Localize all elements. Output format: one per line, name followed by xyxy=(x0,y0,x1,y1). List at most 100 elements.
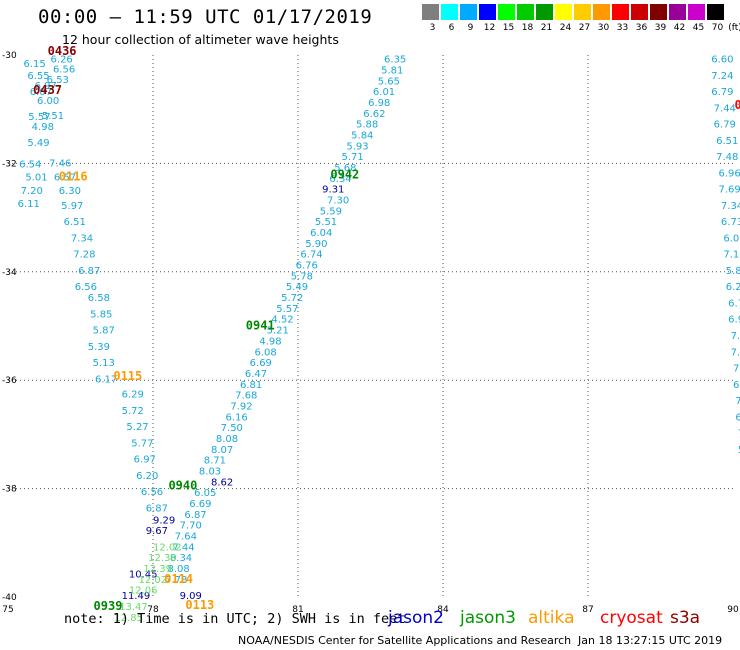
wave-height-value: 7.78 xyxy=(165,575,187,586)
wave-height-value: 5.78 xyxy=(291,271,313,282)
legend-swatch xyxy=(536,4,553,20)
wave-height-value: 7.10 xyxy=(723,250,740,261)
wave-height-value: 11.49 xyxy=(122,591,151,602)
legend-level-label: 24 xyxy=(559,23,572,33)
wave-height-value: 6.01 xyxy=(373,87,395,98)
wave-height-value: 12.02 xyxy=(139,575,168,586)
wave-height-value: 6.07 xyxy=(723,233,740,244)
wave-height-value: 7.24 xyxy=(711,71,733,82)
wave-height-value: 5.27 xyxy=(126,422,148,433)
wave-height-value: 5.21 xyxy=(267,326,289,337)
wave-height-value: 9.29 xyxy=(153,515,175,526)
wave-height-value: 7.30 xyxy=(327,196,349,207)
wave-height-value: 12.39 xyxy=(143,564,172,575)
pass-time-label: 0436 xyxy=(48,44,77,58)
legend-swatch xyxy=(498,4,515,20)
lon-tick-label: 81 xyxy=(292,605,303,615)
legend-swatch xyxy=(479,4,496,20)
legend-level-label: 45 xyxy=(692,23,705,33)
wave-height-value: 5.39 xyxy=(88,342,110,353)
legend-unit-label: (ft) xyxy=(728,23,740,33)
wave-height-value: 8.07 xyxy=(211,445,233,456)
wave-height-value: 12.30 xyxy=(148,553,177,564)
wave-height-value: 6.20 xyxy=(136,471,158,482)
pass-time-labels: 0436 0437 0116 0942 0941 0115 0940 0114 0939 0113… xyxy=(33,44,740,613)
legend-level-label: 18 xyxy=(521,23,534,33)
lat-tick-label: -40 xyxy=(2,593,17,603)
grid-lines xyxy=(8,55,733,597)
wave-height-value: 6.57 xyxy=(54,173,76,184)
wave-height-value: 5.97 xyxy=(61,201,83,212)
legend-swatch xyxy=(593,4,610,20)
legend-level-label: 42 xyxy=(673,23,686,33)
wave-height-value: 4.52 xyxy=(271,315,293,326)
wave-height-value: 7.09 xyxy=(735,396,740,407)
wave-height-value: 6.05 xyxy=(194,488,216,499)
wave-height-value: 5.65 xyxy=(378,76,400,87)
legend-swatch xyxy=(612,4,629,20)
wave-height-value: 6.26 xyxy=(51,55,73,66)
wave-height-value: 7.48 xyxy=(716,152,738,163)
wave-height-value: 7.28 xyxy=(73,250,95,261)
wave-height-value: 5.57 xyxy=(28,112,50,123)
legend-swatch xyxy=(669,4,686,20)
legend-level-label: 39 xyxy=(654,23,667,33)
wave-height-value: 6.98 xyxy=(368,98,390,109)
wave-height-value: 12.85 xyxy=(114,613,143,624)
legend-swatch xyxy=(555,4,572,20)
lat-tick-label: -32 xyxy=(2,159,17,169)
wave-height-value: 7.41 xyxy=(731,331,740,342)
wave-height-value: 6.07 xyxy=(30,87,52,98)
wave-height-value: 7.46 xyxy=(49,159,71,170)
wave-height-value: 6.79 xyxy=(714,120,736,131)
wave-height-value: 6.87 xyxy=(146,503,168,514)
wave-height-value: 9.31 xyxy=(322,185,344,196)
wave-height-value: 6.69 xyxy=(250,358,272,369)
satellite-label: cryosat xyxy=(600,608,663,628)
wave-height-value: 6.96 xyxy=(719,168,740,179)
pass-time-label: 0114 xyxy=(164,572,193,586)
legend-swatch xyxy=(707,4,724,20)
legend-swatch xyxy=(422,4,439,20)
wave-height-value: 12.02 xyxy=(153,542,182,553)
wave-height-value: 6.56 xyxy=(75,282,97,293)
wave-height-value: 6.53 xyxy=(47,75,69,86)
wave-height-value: 6.69 xyxy=(189,499,211,510)
wave-height-value: 9.67 xyxy=(146,526,168,537)
wave-height-value: 5.88 xyxy=(356,120,378,131)
wave-height-value: 6.76 xyxy=(296,261,318,272)
lon-tick-label: 78 xyxy=(147,605,159,615)
wave-height-value: 4.98 xyxy=(259,336,281,347)
lat-tick-label: -34 xyxy=(2,268,17,278)
wave-height-value: 8.71 xyxy=(204,456,226,467)
wave-height-value: 6.56 xyxy=(735,412,740,423)
wave-height-value: 6.00 xyxy=(37,96,59,107)
wave-height-value: 7.34 xyxy=(71,233,93,244)
wave-height-value: 6.55 xyxy=(27,71,49,82)
lon-tick-label: 75 xyxy=(2,605,13,615)
wave-height-value: 8.62 xyxy=(211,477,233,488)
legend-level-label: 6 xyxy=(448,23,455,33)
legend-level-label: 30 xyxy=(597,23,610,33)
legend-swatch xyxy=(688,4,705,20)
wave-height-value: 7.68 xyxy=(235,391,257,402)
legend-level-label: 3 xyxy=(429,23,436,33)
wave-height-value: 6.62 xyxy=(363,109,385,120)
satellite-label: altika xyxy=(528,608,575,628)
wave-height-value: 5.93 xyxy=(346,141,368,152)
wave-height-value: 6.35 xyxy=(384,55,406,66)
wave-height-value: 7.44 xyxy=(714,103,736,114)
pass-time-label: 0115 xyxy=(113,369,142,383)
wave-height-value: 5.72 xyxy=(281,293,303,304)
wave-height-value: 6.74 xyxy=(300,250,322,261)
wave-height-value: 4.98 xyxy=(32,122,54,133)
wave-height-value: 5.87 xyxy=(93,326,115,337)
wave-height-value: 6.08 xyxy=(255,347,277,358)
wave-height-value: 6.58 xyxy=(88,293,110,304)
pass-time-label: 09 xyxy=(734,98,740,112)
wave-height-value: 5.82 xyxy=(726,266,740,277)
pass-time-label: 0941 xyxy=(246,318,275,332)
pass-time-label: 0939 xyxy=(94,599,123,613)
